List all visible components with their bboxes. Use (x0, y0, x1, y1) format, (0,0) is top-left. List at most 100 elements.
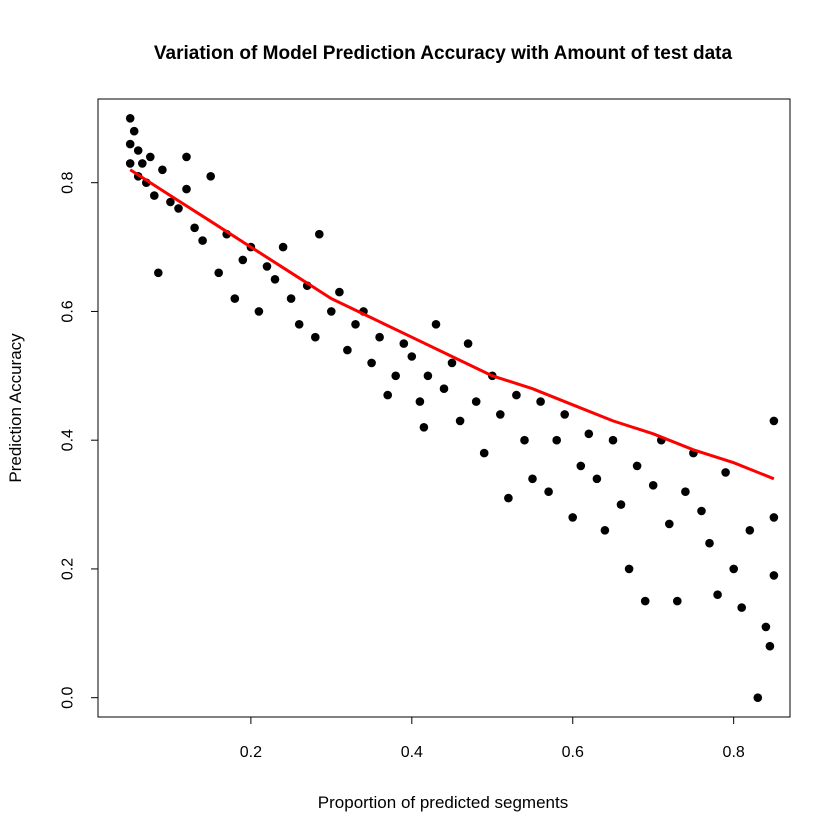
scatter-point (592, 474, 602, 484)
scatter-point (230, 294, 240, 303)
scatter-point (286, 294, 296, 303)
scatter-point (648, 481, 658, 490)
scatter-point (697, 506, 706, 516)
scatter-point (552, 435, 561, 445)
scatter-point (705, 538, 714, 548)
scatter-point (327, 307, 336, 316)
scatter-point (536, 397, 545, 406)
scatter-point (311, 332, 320, 342)
x-tick-label: 0.4 (401, 744, 423, 761)
trend-line (129, 168, 775, 481)
scatter-point (504, 493, 513, 503)
scatter-point (125, 159, 135, 168)
y-axis-label: Prediction Accuracy (6, 333, 25, 483)
scatter-point (681, 487, 690, 497)
scatter-point (407, 352, 417, 361)
scatter-point (125, 139, 135, 149)
scatter-points (125, 114, 779, 702)
scatter-point (399, 339, 409, 348)
scatter-point (584, 429, 594, 439)
scatter-point (262, 262, 272, 271)
scatter-point (479, 448, 489, 458)
y-tick-label: 0.0 (60, 686, 77, 708)
scatter-point (391, 371, 401, 381)
chart-title: Variation of Model Prediction Accuracy w… (154, 43, 733, 64)
scatter-point (367, 358, 376, 368)
scatter-point (632, 461, 642, 471)
scatter-point (673, 596, 682, 606)
scatter-point (640, 596, 650, 606)
scatter-point (765, 641, 775, 651)
scatter-point (624, 564, 634, 574)
x-axis-ticks: 0.2 0.4 0.6 0.8 (240, 716, 745, 761)
scatter-point (182, 152, 191, 162)
scatter-point (528, 474, 537, 484)
scatter-point (270, 275, 280, 284)
scatter-point (560, 410, 569, 419)
scatter-point (761, 622, 771, 632)
scatter-point (214, 268, 223, 278)
scatter-point (415, 397, 425, 406)
scatter-point (520, 435, 529, 445)
scatter-point (600, 526, 610, 535)
scatter-point (174, 204, 183, 213)
scatter-point (383, 390, 393, 400)
plot-frame (97, 98, 791, 718)
x-tick-label: 0.2 (240, 744, 262, 761)
scatter-point (463, 339, 473, 348)
y-axis-ticks: 0.0 0.2 0.4 0.6 0.8 (60, 171, 99, 709)
scatter-point (753, 693, 763, 702)
scatter-point (423, 371, 433, 381)
scatter-point (182, 184, 191, 194)
scatter-point (335, 287, 344, 297)
scatter-point (721, 468, 730, 477)
scatter-point (278, 242, 288, 252)
scatter-point (665, 519, 674, 529)
scatter-point (125, 114, 135, 123)
scatter-point (129, 126, 139, 136)
scatter-point (190, 223, 199, 233)
scatter-point (568, 513, 577, 522)
scatter-point (158, 165, 167, 175)
scatter-point (576, 461, 586, 471)
trend-line-layer (129, 168, 775, 481)
scatter-point (198, 236, 207, 245)
scatter-point (154, 268, 163, 278)
x-tick-label: 0.6 (562, 744, 584, 761)
scatter-point (254, 307, 264, 316)
scatter-point (150, 191, 159, 200)
scatter-point (146, 152, 155, 162)
scatter-point (769, 513, 779, 522)
scatter-point (133, 146, 143, 155)
scatter-point (496, 410, 505, 419)
scatter-point (713, 590, 722, 599)
scatter-point (294, 320, 304, 329)
scatter-point (769, 416, 779, 426)
scatter-point (745, 526, 755, 535)
scatter-point (238, 255, 248, 265)
scatter-point (431, 320, 441, 329)
y-tick-label: 0.4 (60, 429, 77, 451)
scatter-point (471, 397, 481, 406)
scatter-point (544, 487, 553, 497)
scatter-point (512, 390, 521, 400)
scatter-point (737, 603, 746, 612)
scatter-point (419, 423, 429, 432)
scatter-point (343, 345, 352, 355)
scatter-point (616, 500, 626, 509)
scatter-point (447, 358, 457, 368)
y-tick-label: 0.8 (60, 171, 77, 193)
scatter-point (455, 416, 465, 426)
scatter-point (351, 320, 360, 329)
scatter-point (375, 332, 384, 342)
scatter-point (729, 564, 738, 574)
x-tick-label: 0.8 (723, 744, 745, 761)
scatter-point (166, 197, 175, 207)
scatter-point (315, 229, 324, 239)
scatter-point (439, 384, 449, 394)
scatter-point (206, 172, 215, 181)
x-axis-label: Proportion of predicted segments (318, 793, 568, 812)
scatter-point (138, 159, 147, 168)
y-tick-label: 0.6 (60, 300, 77, 322)
